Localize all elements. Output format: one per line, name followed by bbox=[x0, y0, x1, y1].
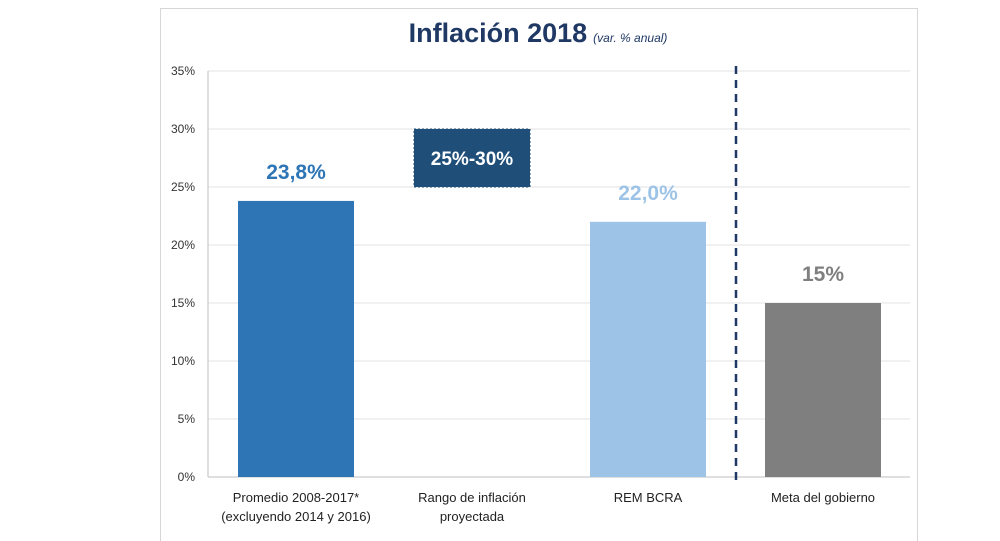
chart-frame bbox=[160, 8, 918, 541]
y-tick-label: 25% bbox=[171, 180, 195, 194]
bar bbox=[238, 200, 354, 478]
x-category-label: Meta del gobierno bbox=[771, 490, 875, 505]
x-category-label: proyectada bbox=[440, 509, 505, 524]
range-box bbox=[413, 128, 531, 188]
y-tick-label: 20% bbox=[171, 238, 195, 252]
chart-title: Inflación 2018 bbox=[408, 18, 588, 48]
chart-title-row: Inflación 2018 (var. % anual) bbox=[160, 18, 916, 49]
y-tick-label: 0% bbox=[178, 470, 196, 484]
bar-value-label: 23,8% bbox=[266, 161, 326, 184]
y-tick-label: 30% bbox=[171, 122, 195, 136]
y-tick-label: 5% bbox=[178, 412, 196, 426]
bar-value-label: 15% bbox=[802, 263, 844, 286]
x-category-label: REM BCRA bbox=[614, 490, 683, 505]
x-category-label: Promedio 2008-2017* bbox=[233, 490, 359, 505]
range-label: 25%-30% bbox=[431, 149, 513, 170]
bar bbox=[765, 303, 881, 477]
chart-subtitle: (var. % anual) bbox=[593, 31, 668, 45]
bar-value-label: 22,0% bbox=[618, 182, 678, 205]
bar bbox=[590, 221, 706, 477]
x-category-label: Rango de inflación bbox=[418, 490, 526, 505]
x-category-label: (excluyendo 2014 y 2016) bbox=[221, 509, 371, 524]
y-tick-label: 35% bbox=[171, 64, 195, 78]
y-tick-label: 10% bbox=[171, 354, 195, 368]
y-tick-label: 15% bbox=[171, 296, 195, 310]
